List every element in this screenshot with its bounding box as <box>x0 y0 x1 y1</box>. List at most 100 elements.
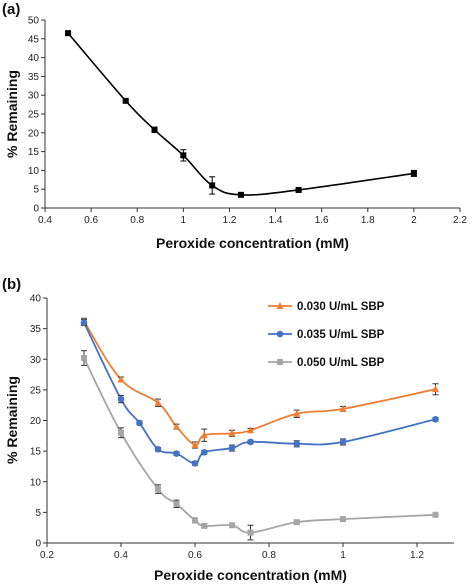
data-point <box>191 441 199 448</box>
data-point <box>154 445 162 453</box>
y-tick-label: 35 <box>28 72 40 83</box>
data-point <box>117 375 125 383</box>
y-tick-label: 5 <box>33 185 39 196</box>
data-point <box>173 450 180 457</box>
data-point <box>122 97 129 104</box>
x-tick-label: 1.2 <box>410 550 424 561</box>
data-point <box>410 170 417 177</box>
data-point <box>247 426 254 434</box>
data-point <box>228 429 236 437</box>
y-axis-title: % Remaining <box>4 376 20 464</box>
data-point <box>192 517 198 524</box>
data-point <box>200 449 208 456</box>
x-tick-label: 1.8 <box>361 215 375 226</box>
y-tick-label: 0 <box>35 539 41 550</box>
data-point <box>180 152 187 159</box>
y-axis-title: % Remaining <box>4 70 20 158</box>
legend-swatch-marker <box>276 302 284 309</box>
x-tick-label: 0.4 <box>114 550 128 561</box>
x-tick-label: 2 <box>411 215 417 226</box>
data-point <box>339 404 347 412</box>
x-axis-title: Peroxide concentration (mM) <box>156 235 349 251</box>
y-tick-label: 15 <box>30 447 42 458</box>
data-point <box>293 440 301 448</box>
x-tick-label: 1.4 <box>269 215 283 226</box>
x-tick-label: 0.6 <box>188 550 202 561</box>
y-tick-label: 25 <box>28 110 40 121</box>
data-point <box>237 191 244 198</box>
data-point <box>151 126 158 133</box>
chart-panel-a: 0.4 0.6 0.8 1 1.2 1.4 1.6 1.8 2 2.2 0 5 10 15 20 25 30 35… <box>2 1 467 251</box>
y-tick-label: 50 <box>28 16 40 27</box>
x-tick-label: 0.8 <box>262 550 276 561</box>
data-point <box>432 511 439 518</box>
y-tick-label: 15 <box>28 147 40 158</box>
data-point <box>155 486 161 493</box>
series-line <box>83 322 436 465</box>
x-tick-label: 0.6 <box>84 215 98 226</box>
x-tick-label: 0.8 <box>130 215 144 226</box>
data-point <box>228 444 236 452</box>
data-point <box>173 500 180 507</box>
y-tick-label: 0 <box>33 204 39 215</box>
legend-label: 0.050 U/mL SBP <box>297 357 385 369</box>
data-point <box>80 319 88 326</box>
y-tick-label: 5 <box>35 508 41 519</box>
series-2 <box>80 318 439 467</box>
data-point <box>293 409 301 417</box>
data-point <box>229 522 235 529</box>
y-tick-label: 40 <box>28 53 40 64</box>
data-point <box>295 186 302 193</box>
y-tick-label: 10 <box>30 477 42 488</box>
panel-label: (b) <box>2 276 21 293</box>
legend-swatch-marker <box>277 359 283 365</box>
legend-swatch-marker <box>276 330 284 338</box>
x-tick-label: 0.4 <box>38 215 52 226</box>
series-3 <box>81 350 439 541</box>
x-tick-label: 1 <box>181 215 187 226</box>
y-tick-label: 30 <box>28 91 40 102</box>
data-point <box>432 385 439 393</box>
data-point <box>339 438 347 446</box>
x-tick-label: 1.6 <box>315 215 329 226</box>
y-tick-label: 20 <box>28 128 40 139</box>
series-1 <box>65 30 417 198</box>
legend-label: 0.035 U/mL SBP <box>297 329 385 341</box>
data-point <box>201 522 208 529</box>
y-tick-label: 25 <box>30 385 42 396</box>
data-point <box>293 519 300 526</box>
data-point <box>247 438 254 446</box>
data-point <box>247 529 254 536</box>
data-point <box>136 419 143 427</box>
y-tick-label: 30 <box>30 355 42 366</box>
x-tick-label: 1 <box>340 550 346 561</box>
data-point <box>118 429 124 436</box>
y-tick-label: 40 <box>30 294 42 305</box>
x-tick-label: 0.2 <box>40 550 54 561</box>
data-point <box>117 395 125 403</box>
series-line <box>83 357 436 534</box>
data-point <box>340 516 346 523</box>
series-1 <box>80 317 439 449</box>
y-tick-label: 35 <box>30 324 42 335</box>
x-tick-label: 2.2 <box>453 215 467 226</box>
data-point <box>432 415 439 423</box>
x-tick-label: 1.2 <box>222 215 236 226</box>
data-point <box>209 182 216 189</box>
panel-label: (a) <box>2 1 20 18</box>
data-point <box>81 355 87 362</box>
chart-panel-b: 0.2 0.4 0.6 0.8 1 1.2 0 5 10 15 20 25 30 35 40 Peroxide… <box>2 276 454 583</box>
x-axis-title: Peroxide concentration (mM) <box>154 567 347 583</box>
data-point <box>191 460 199 467</box>
data-point <box>154 398 162 406</box>
data-point <box>173 422 180 430</box>
series-line <box>67 32 415 196</box>
data-point <box>200 431 208 439</box>
y-tick-label: 20 <box>30 416 42 427</box>
y-tick-label: 10 <box>28 166 40 177</box>
legend: 0.030 U/mL SBP 0.035 U/mL SBP 0.050 U/mL S… <box>268 301 385 369</box>
legend-label: 0.030 U/mL SBP <box>297 301 385 313</box>
y-tick-label: 45 <box>28 34 40 45</box>
